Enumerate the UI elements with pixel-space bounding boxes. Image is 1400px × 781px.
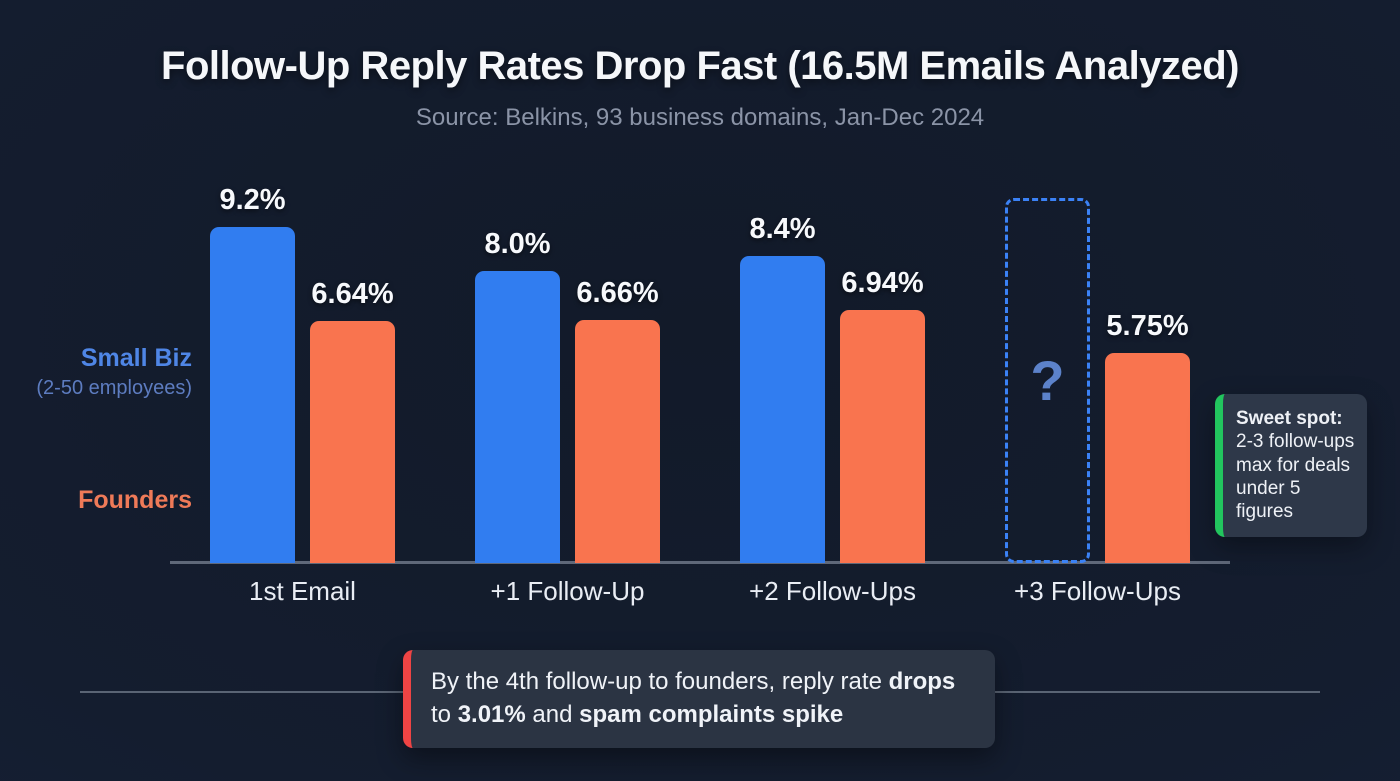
sweet-spot-callout: Sweet spot: 2-3 follow-ups max for deals…: [1215, 394, 1367, 537]
warning-callout: By the 4th follow-up to founders, reply …: [403, 650, 995, 749]
bar-cell: 6.66%: [575, 277, 660, 563]
bar-cell: 9.2%: [210, 184, 295, 563]
bar-cell: 8.4%: [740, 213, 825, 563]
bar-founders: [310, 321, 395, 563]
warning-text: to: [431, 701, 458, 729]
legend-founders-label: Founders: [78, 486, 192, 514]
bar-founders: [575, 320, 660, 563]
x-tick-1st-email: 1st Email: [249, 576, 356, 606]
bar-smallbiz: [740, 256, 825, 563]
page-title: Follow-Up Reply Rates Drop Fast (16.5M E…: [161, 44, 1239, 88]
question-mark: ?: [1030, 349, 1065, 412]
x-tick-plus2: +2 Follow-Ups: [749, 576, 916, 606]
bar-smallbiz: [210, 227, 295, 563]
x-tick-plus3: +3 Follow-Ups: [1014, 576, 1181, 606]
bar-smallbiz: [475, 271, 560, 563]
legend-small-biz-label: Small Biz: [80, 344, 192, 372]
warning-text: and: [525, 701, 580, 729]
warning-text: By the 4th follow-up to founders, reply …: [431, 668, 889, 695]
bar-founders: [840, 310, 925, 563]
x-axis-line: [170, 561, 1230, 564]
x-tick-plus1: +1 Follow-Up: [490, 576, 645, 606]
value-label-smallbiz: 8.0%: [484, 228, 551, 260]
value-label-founders: 6.94%: [841, 267, 924, 299]
bar-cell: ?: [1005, 198, 1090, 563]
warning-text-bold: 3.01%: [457, 701, 526, 729]
warning-text-bold: drops: [888, 668, 956, 695]
value-label-smallbiz: 8.4%: [749, 213, 816, 245]
bar-cell: 6.64%: [310, 278, 395, 563]
value-label-founders: 6.64%: [311, 278, 394, 310]
bar-smallbiz-unknown: ?: [1005, 198, 1090, 563]
value-label-founders: 6.66%: [576, 277, 659, 309]
bar-group-plus1: 8.0% 6.66%: [475, 160, 660, 563]
sweet-spot-body: 2-3 follow-ups max for deals under 5 fig…: [1236, 431, 1355, 523]
bar-group-plus3: ? 5.75%: [1005, 160, 1190, 563]
value-label-smallbiz: 9.2%: [219, 184, 286, 216]
warning-text-bold: spam complaints spike: [579, 701, 844, 729]
bar-cell: 6.94%: [840, 267, 925, 563]
legend-small-biz-sublabel: (2-50 employees): [36, 377, 192, 399]
bar-cell: 5.75%: [1105, 310, 1190, 563]
sweet-spot-lead: Sweet spot:: [1236, 408, 1343, 429]
legend-small-biz: Small Biz (2-50 employees): [0, 344, 192, 400]
bar-founders: [1105, 353, 1190, 563]
source-subtitle: Source: Belkins, 93 business domains, Ja…: [415, 104, 985, 131]
bar-group-1st-email: 9.2% 6.64%: [210, 160, 395, 563]
value-label-founders: 5.75%: [1106, 310, 1189, 342]
bar-group-plus2: 8.4% 6.94%: [740, 160, 925, 563]
bar-cell: 8.0%: [475, 228, 560, 563]
